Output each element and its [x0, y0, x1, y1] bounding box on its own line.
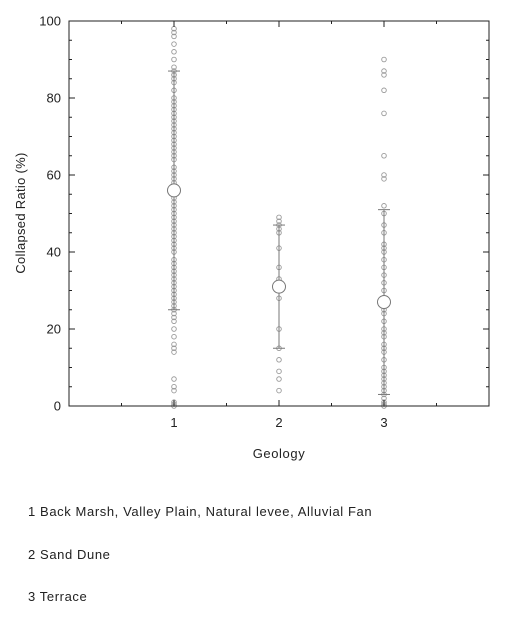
data-point: [171, 33, 177, 40]
data-point: [171, 326, 177, 332]
data-point: [276, 214, 282, 221]
x-axis-label: Geology: [253, 446, 306, 461]
data-point: [171, 387, 177, 394]
x-tick-label: 2: [275, 415, 282, 430]
y-tick-labels: 0 20 40 60 80 100: [39, 14, 61, 414]
data-point: [276, 357, 282, 363]
data-point: [381, 72, 387, 78]
y-tick-label: 100: [39, 14, 61, 29]
data-point: [171, 318, 177, 325]
data-point: [171, 29, 177, 36]
data-points: [171, 25, 387, 409]
axis-ticks: [68, 20, 490, 407]
data-point: [381, 56, 387, 63]
y-tick-label: 40: [47, 245, 61, 260]
data-point: [171, 349, 177, 355]
y-tick-label: 80: [47, 91, 61, 106]
data-point: [171, 310, 177, 317]
data-point: [276, 368, 282, 375]
data-point: [171, 41, 177, 47]
scatter-chart: 0 20 40 60 80 100 1 2 3 Geology Collapsed Ratio…: [13, 14, 490, 461]
data-point: [381, 176, 387, 182]
data-point: [381, 152, 387, 159]
mean-marker: [377, 295, 391, 310]
legend-entry-2: 2 Sand Dune: [28, 546, 111, 562]
data-point: [171, 333, 177, 340]
data-point: [381, 172, 387, 178]
x-tick-label: 3: [380, 415, 387, 430]
data-point: [381, 87, 387, 94]
data-point: [276, 387, 282, 394]
data-point: [276, 218, 282, 224]
data-point: [171, 64, 177, 70]
mean-marker: [167, 183, 181, 198]
data-point: [171, 314, 177, 321]
data-point: [171, 49, 177, 55]
x-tick-labels: 1 2 3: [170, 415, 387, 430]
data-point: [171, 384, 177, 390]
data-point: [171, 376, 177, 382]
mean-marker: [272, 279, 286, 294]
legend-entry-1: 1 Back Marsh, Valley Plain, Natural leve…: [28, 504, 373, 519]
data-point: [381, 203, 387, 209]
data-point: [381, 110, 387, 117]
y-axis-label: Collapsed Ratio (%): [13, 152, 28, 273]
data-point: [171, 56, 177, 63]
x-tick-label: 1: [170, 415, 177, 430]
data-point: [381, 68, 387, 74]
summary-markers: [167, 70, 391, 395]
y-tick-label: 0: [54, 399, 61, 414]
data-point: [276, 376, 282, 382]
y-tick-label: 60: [47, 168, 61, 183]
y-tick-label: 20: [47, 322, 61, 337]
data-point: [171, 345, 177, 352]
legend-entry-3: 3 Terrace: [28, 589, 88, 604]
legend: 1 Back Marsh, Valley Plain, Natural leve…: [28, 477, 372, 619]
data-point: [171, 341, 177, 348]
